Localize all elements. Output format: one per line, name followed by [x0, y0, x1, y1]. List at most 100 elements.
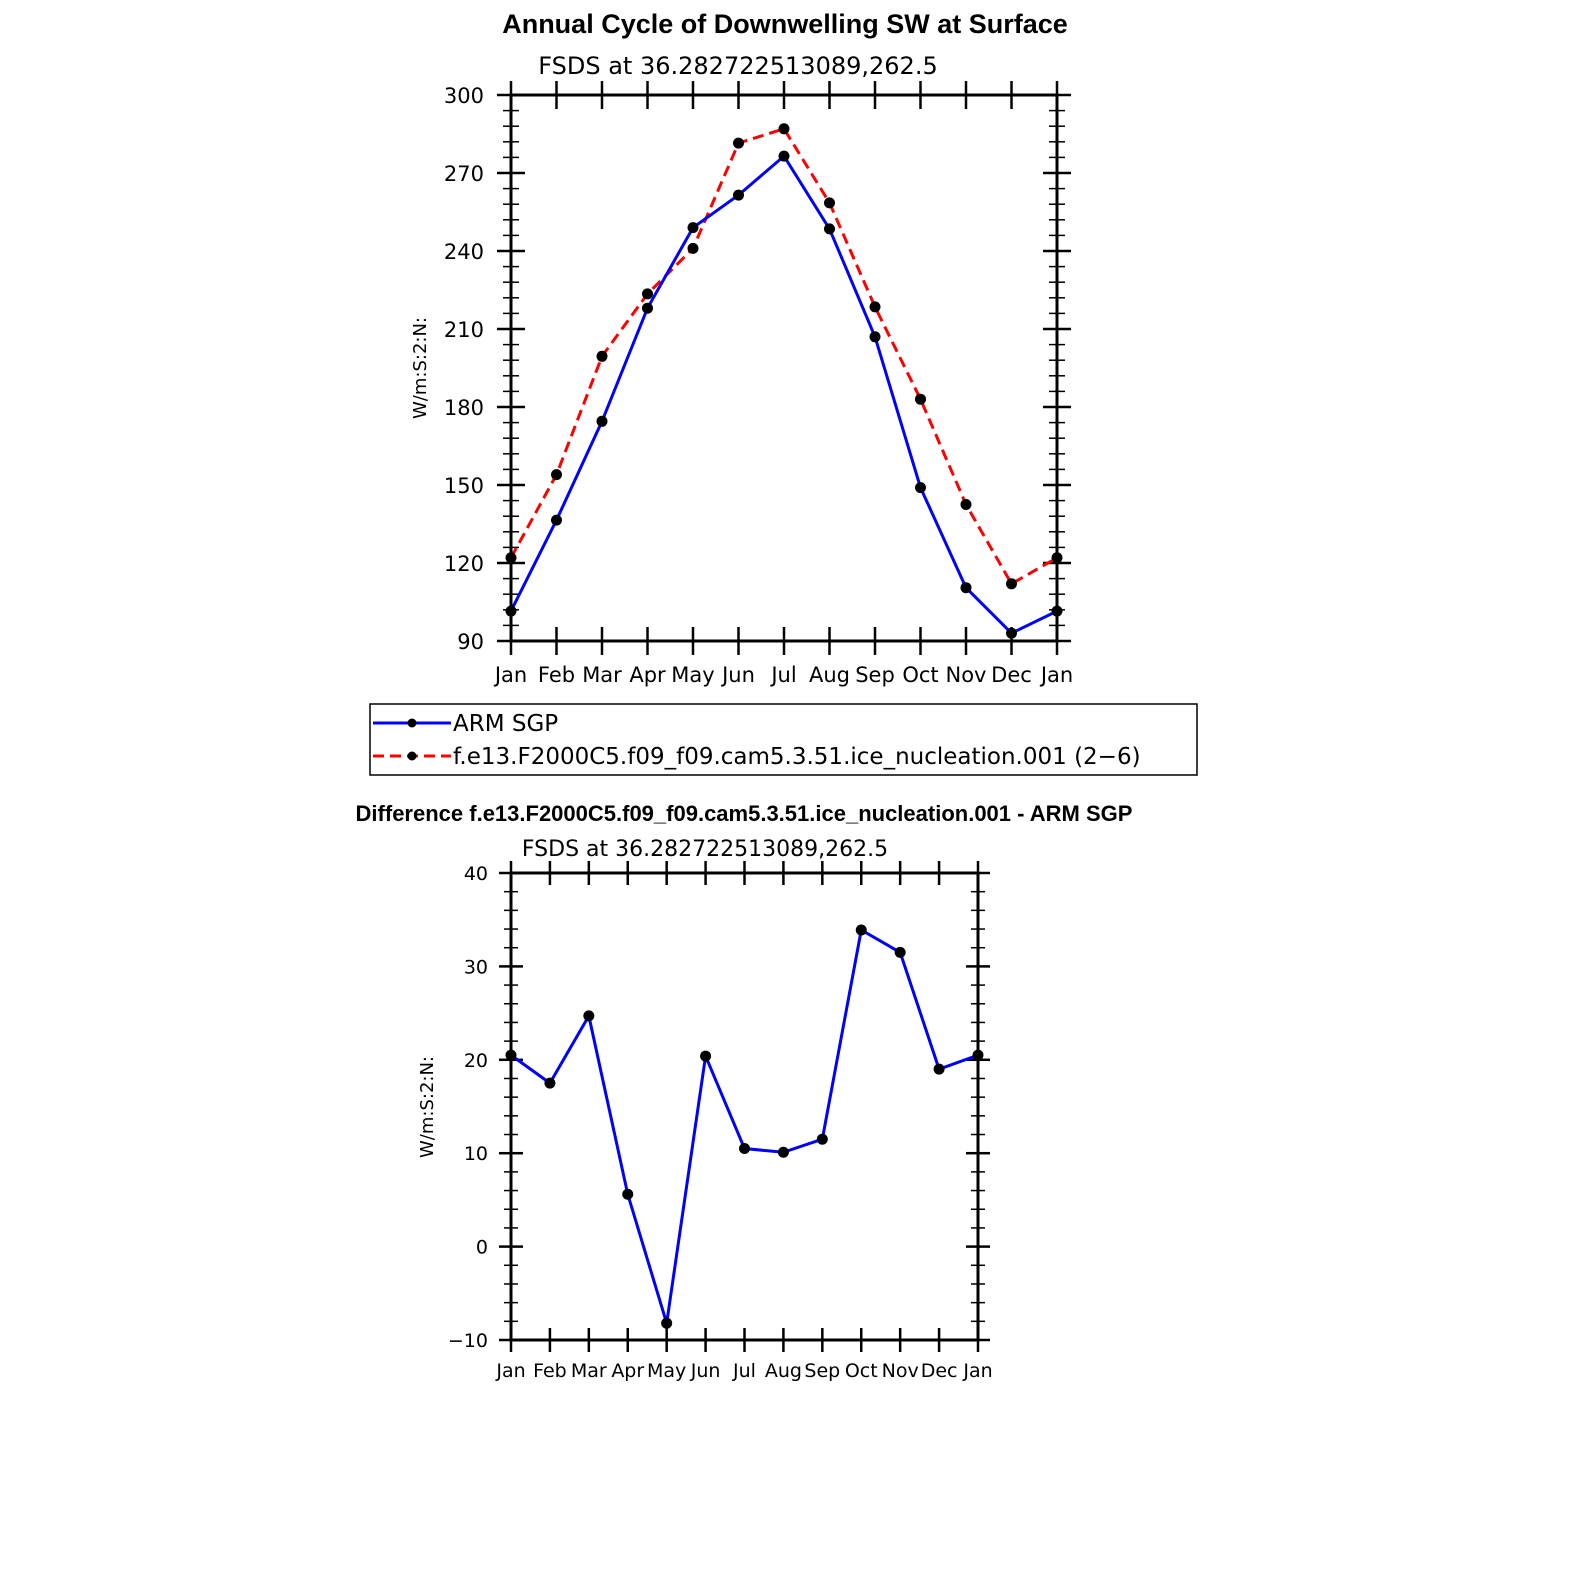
x-tick-label: Feb	[538, 663, 575, 687]
data-point	[687, 242, 699, 254]
data-point	[855, 924, 867, 936]
y-tick-label: 210	[444, 318, 484, 342]
y-tick-label: 30	[464, 956, 488, 978]
data-point	[733, 137, 744, 149]
data-point	[933, 1063, 945, 1075]
x-tick-label: Oct	[845, 1360, 878, 1382]
x-tick-label: Sep	[804, 1360, 840, 1382]
axis-ticks	[499, 861, 990, 1352]
x-tick-label: Mar	[571, 1360, 607, 1382]
data-point	[700, 1050, 712, 1062]
series-line-0	[509, 153, 1058, 636]
y-tick-label: 150	[444, 474, 484, 498]
y-axis-label: W/m:S:2:N:	[410, 317, 431, 419]
x-tick-label: Jan	[493, 663, 527, 687]
x-tick-label: Dec	[991, 663, 1032, 687]
data-point	[551, 469, 562, 481]
data-point	[869, 331, 881, 343]
y-tick-label: 300	[444, 84, 484, 108]
x-tick-label: Jun	[720, 663, 755, 687]
chart-subtitle: FSDS at 36.282722513089,262.5	[522, 837, 888, 862]
x-tick-label: Jul	[732, 1360, 756, 1382]
x-tick-labels: Jan Feb Mar Apr May Jun Jul Aug Sep Oct Nov Dec Jan	[493, 663, 1073, 687]
y-tick-labels: 40 30 20 10 0 −10	[448, 863, 488, 1352]
chart-title: Annual Cycle of Downwelling SW at Surfac…	[502, 9, 1068, 39]
data-point	[551, 514, 562, 526]
data-point	[778, 150, 790, 162]
y-tick-label: 10	[464, 1143, 488, 1165]
y-tick-label: 20	[464, 1050, 488, 1072]
data-point	[778, 123, 790, 135]
data-point	[544, 1077, 556, 1089]
data-point	[960, 499, 972, 510]
data-point	[960, 582, 972, 594]
data-point	[642, 288, 653, 300]
series-line-1	[509, 127, 1058, 586]
data-point	[816, 1133, 828, 1145]
difference-chart: Difference f.e13.F2000C5.f09_f09.cam5.3.…	[356, 801, 1133, 1382]
plot-frame	[509, 871, 980, 1342]
legend-entry-model: f.e13.F2000C5.f09_f09.cam5.3.51.ice_nucl…	[373, 744, 1141, 770]
legend-label-arm: ARM SGP	[453, 711, 558, 737]
y-tick-label: 120	[444, 552, 484, 576]
x-tick-label: Nov	[946, 663, 987, 687]
annual-cycle-chart: Annual Cycle of Downwelling SW at Surfac…	[410, 9, 1073, 687]
chart-subtitle: FSDS at 36.282722513089,262.5	[538, 52, 937, 80]
axis-ticks	[497, 81, 1071, 655]
series-line-0	[510, 927, 979, 1324]
x-tick-label: May	[671, 663, 714, 687]
data-point	[596, 350, 608, 362]
x-tick-label: Nov	[882, 1360, 919, 1382]
x-tick-label: Mar	[582, 663, 622, 687]
x-tick-label: Dec	[921, 1360, 958, 1382]
legend: ARM SGP f.e13.F2000C5.f09_f09.cam5.3.51.…	[369, 703, 1198, 776]
x-tick-label: Apr	[629, 663, 666, 687]
y-axis-label: W/m:S:2:N:	[417, 1056, 438, 1158]
data-point	[777, 1146, 789, 1158]
x-tick-label: Jan	[962, 1360, 992, 1382]
data-point	[869, 301, 881, 313]
legend-marker-model	[407, 751, 417, 761]
y-tick-label: 40	[464, 863, 488, 885]
chart-title: Difference f.e13.F2000C5.f09_f09.cam5.3.…	[356, 801, 1133, 826]
x-tick-label: Sep	[855, 663, 895, 687]
y-tick-label: 90	[457, 630, 484, 654]
y-tick-label: 240	[444, 240, 484, 264]
y-tick-label: 180	[444, 396, 484, 420]
data-point	[1006, 627, 1017, 639]
x-tick-label: Apr	[611, 1360, 644, 1382]
x-tick-label: Jan	[1039, 663, 1073, 687]
data-point	[824, 197, 835, 209]
legend-entry-arm: ARM SGP	[373, 711, 558, 737]
x-tick-label: Jan	[495, 1360, 525, 1382]
x-tick-label: Aug	[809, 663, 850, 687]
y-tick-label: 0	[476, 1237, 488, 1259]
series-group	[505, 123, 1063, 639]
y-tick-label: 270	[444, 162, 484, 186]
legend-label-model: f.e13.F2000C5.f09_f09.cam5.3.51.ice_nucl…	[453, 744, 1141, 770]
data-point	[915, 393, 926, 405]
x-tick-label: Jun	[690, 1360, 721, 1382]
data-point	[687, 222, 699, 234]
y-tick-labels: 300 270 240 210 180 150 120 90	[444, 84, 484, 654]
x-tick-label: May	[647, 1360, 686, 1382]
series-group	[505, 924, 984, 1329]
data-point	[894, 946, 906, 958]
data-point	[915, 482, 926, 494]
data-point	[739, 1143, 750, 1155]
data-point	[1006, 578, 1017, 590]
x-tick-label: Oct	[902, 663, 938, 687]
data-point	[622, 1188, 634, 1200]
legend-marker-arm	[407, 718, 417, 728]
data-point	[733, 189, 744, 201]
x-tick-label: Feb	[533, 1360, 567, 1382]
x-tick-label: Aug	[765, 1360, 802, 1382]
data-point	[642, 302, 653, 314]
x-tick-labels: Jan Feb Mar Apr May Jun Jul Aug Sep Oct Nov Dec Jan	[495, 1360, 992, 1382]
x-tick-label: Jul	[769, 663, 796, 687]
plot-frame	[509, 93, 1059, 643]
y-tick-label: −10	[448, 1330, 488, 1352]
data-point	[596, 415, 608, 427]
data-point	[824, 223, 835, 235]
